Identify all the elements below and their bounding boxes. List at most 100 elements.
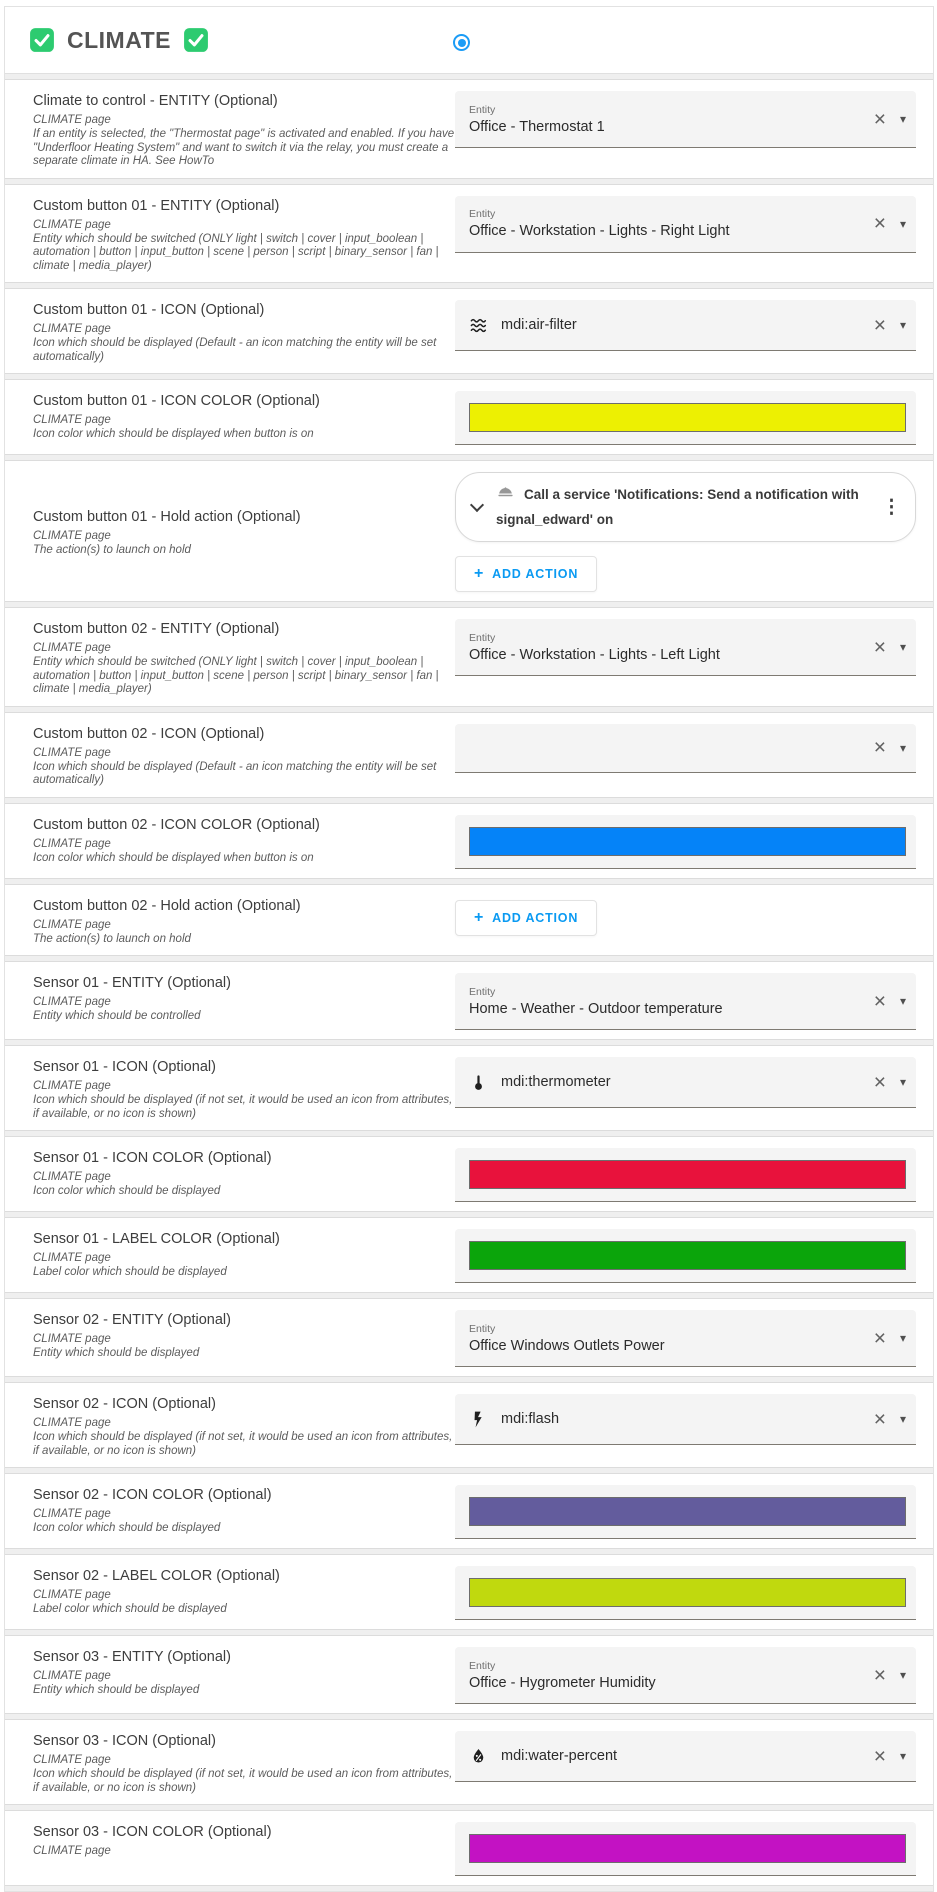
selected-radio-button[interactable]	[453, 34, 470, 51]
field-description: Icon which should be displayed (Default …	[33, 337, 437, 363]
add-action-button[interactable]: + ADD ACTION	[455, 556, 598, 592]
color-picker-field[interactable]	[455, 391, 916, 445]
action-label: Call a service 'Notifications: Send a no…	[496, 487, 859, 527]
air-filter-icon	[470, 318, 487, 332]
field-description: Entity which should be switched (ONLY li…	[33, 656, 439, 695]
field-label: Entity	[469, 1659, 496, 1672]
field-page: CLIMATE page	[33, 529, 111, 542]
flash-icon	[474, 1411, 482, 1427]
kebab-menu-icon[interactable]: ⋮	[882, 496, 901, 518]
field-page: CLIMATE page	[33, 837, 111, 850]
field-page: CLIMATE page	[33, 746, 111, 759]
clear-icon[interactable]: ×	[873, 1663, 886, 1687]
color-picker-field[interactable]	[455, 1229, 916, 1283]
chevron-down-icon[interactable]: ▾	[899, 740, 906, 755]
color-swatch[interactable]	[469, 826, 906, 856]
entity-value: Office - Thermostat 1	[469, 118, 605, 135]
color-swatch[interactable]	[469, 1497, 906, 1526]
field-title: Custom button 01 - ICON COLOR (Optional)	[33, 393, 320, 409]
chevron-down-icon[interactable]: ▾	[899, 994, 906, 1008]
icon-select[interactable]: mdi:thermometer × ▾	[455, 1057, 916, 1108]
clear-icon[interactable]: ×	[873, 1744, 886, 1768]
config-row-sensor03-icon-color: Sensor 03 - ICON COLOR (Optional) CLIMAT…	[5, 1810, 933, 1886]
chevron-down-icon[interactable]: ▾	[899, 1668, 906, 1682]
config-row-sensor01-icon: Sensor 01 - ICON (Optional) CLIMATE page…	[5, 1045, 933, 1131]
chevron-down-icon[interactable]: ▾	[899, 112, 906, 126]
chevron-down-icon[interactable]	[469, 497, 485, 513]
color-picker-field[interactable]	[455, 1822, 916, 1876]
chevron-down-icon[interactable]: ▾	[899, 640, 906, 654]
clear-icon[interactable]: ×	[873, 1070, 886, 1094]
icon-value: mdi:water-percent	[501, 1748, 618, 1764]
action-card[interactable]: Call a service 'Notifications: Send a no…	[455, 472, 916, 542]
field-description: Entity which should be controlled	[33, 1010, 201, 1022]
clear-icon[interactable]: ×	[873, 107, 886, 131]
clear-icon[interactable]: ×	[873, 989, 886, 1013]
color-swatch[interactable]	[469, 1241, 906, 1270]
color-swatch[interactable]	[469, 1160, 906, 1189]
field-page: CLIMATE page	[33, 1670, 111, 1682]
icon-select-empty[interactable]: × ▾	[455, 723, 916, 773]
config-row-btn02-icon-color: Custom button 02 - ICON COLOR (Optional)…	[5, 802, 933, 879]
field-description: Icon which should be displayed (if not s…	[33, 1768, 453, 1794]
field-title: Sensor 01 - LABEL COLOR (Optional)	[33, 1231, 280, 1247]
entity-select[interactable]: Entity Office - Workstation - Lights - L…	[455, 619, 916, 676]
chevron-down-icon[interactable]: ▾	[899, 1749, 906, 1763]
config-row-sensor03-icon: Sensor 03 - ICON (Optional) CLIMATE page…	[5, 1719, 933, 1805]
config-row-sensor02-icon: Sensor 02 - ICON (Optional) CLIMATE page…	[5, 1382, 933, 1468]
field-description: Entity which should be displayed	[33, 1684, 200, 1696]
entity-select[interactable]: Entity Home - Weather - Outdoor temperat…	[455, 973, 916, 1030]
entity-select[interactable]: Entity Office - Workstation - Lights - R…	[455, 195, 916, 253]
config-row-btn01-hold-action: Custom button 01 - Hold action (Optional…	[5, 460, 933, 602]
config-row-sensor01-icon-color: Sensor 01 - ICON COLOR (Optional) CLIMAT…	[5, 1136, 933, 1212]
check-icon	[183, 27, 209, 53]
entity-value: Office - Hygrometer Humidity	[469, 1674, 656, 1691]
entity-value: Office - Workstation - Lights - Right Li…	[469, 223, 730, 239]
entity-select[interactable]: Entity Office Windows Outlets Power × ▾	[455, 1310, 916, 1367]
clear-icon[interactable]: ×	[873, 212, 886, 235]
chevron-down-icon[interactable]: ▾	[899, 1331, 906, 1345]
color-swatch[interactable]	[469, 1578, 906, 1607]
config-row-sensor02-entity: Sensor 02 - ENTITY (Optional) CLIMATE pa…	[5, 1298, 933, 1377]
field-page: CLIMATE page	[33, 1589, 111, 1601]
clear-icon[interactable]: ×	[873, 1407, 886, 1431]
chevron-down-icon[interactable]: ▾	[899, 318, 906, 332]
field-title: Sensor 03 - ICON (Optional)	[33, 1733, 216, 1749]
field-description: Label color which should be displayed	[33, 1266, 227, 1278]
clear-icon[interactable]: ×	[873, 635, 886, 659]
chevron-down-icon[interactable]: ▾	[899, 216, 906, 231]
clear-icon[interactable]: ×	[873, 313, 886, 337]
field-description: Entity which should be switched (ONLY li…	[33, 232, 439, 272]
icon-select[interactable]: mdi:water-percent × ▾	[455, 1731, 916, 1782]
field-title: Sensor 02 - LABEL COLOR (Optional)	[33, 1568, 280, 1584]
entity-select[interactable]: Entity Office - Hygrometer Humidity × ▾	[455, 1647, 916, 1704]
color-picker-field[interactable]	[455, 1148, 916, 1202]
field-label: Entity	[469, 103, 496, 116]
clear-icon[interactable]: ×	[873, 1326, 886, 1350]
field-title: Custom button 01 - ICON (Optional)	[33, 302, 265, 318]
field-page: CLIMATE page	[33, 414, 111, 426]
field-page: CLIMATE page	[33, 1508, 111, 1520]
chevron-down-icon[interactable]: ▾	[899, 1412, 906, 1426]
icon-select[interactable]: mdi:flash × ▾	[455, 1394, 916, 1445]
add-action-button[interactable]: + ADD ACTION	[455, 899, 598, 936]
field-page: CLIMATE page	[33, 1080, 111, 1092]
field-title: Sensor 02 - ICON (Optional)	[33, 1396, 216, 1412]
field-page: CLIMATE page	[33, 1754, 111, 1766]
color-swatch[interactable]	[469, 403, 906, 432]
entity-value: Home - Weather - Outdoor temperature	[469, 1000, 723, 1017]
color-picker-field[interactable]	[455, 814, 916, 869]
icon-select[interactable]: mdi:air-filter × ▾	[455, 300, 916, 351]
clear-icon[interactable]: ×	[873, 736, 886, 759]
field-title: Custom button 02 - ICON COLOR (Optional)	[33, 816, 320, 833]
config-row-sensor02-icon-color: Sensor 02 - ICON COLOR (Optional) CLIMAT…	[5, 1473, 933, 1549]
field-title: Custom button 01 - ENTITY (Optional)	[33, 197, 280, 214]
entity-select[interactable]: Entity Office - Thermostat 1 × ▾	[455, 91, 916, 148]
check-icon	[29, 27, 55, 53]
chevron-down-icon[interactable]: ▾	[899, 1075, 906, 1089]
color-picker-field[interactable]	[455, 1566, 916, 1620]
color-swatch[interactable]	[469, 1834, 906, 1863]
plus-icon: +	[474, 565, 485, 582]
field-description: The action(s) to launch on hold	[33, 932, 191, 945]
color-picker-field[interactable]	[455, 1485, 916, 1539]
